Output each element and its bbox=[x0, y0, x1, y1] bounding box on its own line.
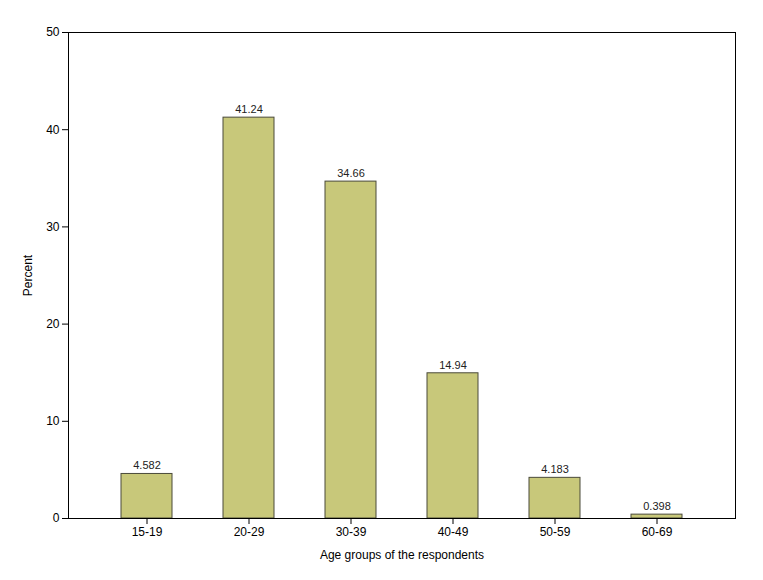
svg-text:14.94: 14.94 bbox=[439, 359, 467, 371]
svg-text:41.24: 41.24 bbox=[235, 103, 263, 115]
svg-text:4.183: 4.183 bbox=[541, 463, 569, 475]
svg-text:34.66: 34.66 bbox=[337, 167, 365, 179]
svg-text:Age groups of the respondents: Age groups of the respondents bbox=[320, 548, 484, 562]
svg-text:50: 50 bbox=[46, 25, 60, 39]
svg-text:20-29: 20-29 bbox=[234, 525, 265, 539]
svg-text:40-49: 40-49 bbox=[438, 525, 469, 539]
svg-text:15-19: 15-19 bbox=[132, 525, 163, 539]
svg-text:30-39: 30-39 bbox=[336, 525, 367, 539]
svg-text:Percent: Percent bbox=[21, 254, 35, 296]
svg-text:30: 30 bbox=[46, 220, 60, 234]
svg-text:4.582: 4.582 bbox=[133, 459, 161, 471]
svg-text:10: 10 bbox=[46, 414, 60, 428]
svg-text:20: 20 bbox=[46, 317, 60, 331]
svg-text:0.398: 0.398 bbox=[643, 500, 671, 512]
svg-text:50-59: 50-59 bbox=[540, 525, 571, 539]
svg-text:60-69: 60-69 bbox=[642, 525, 673, 539]
svg-text:40: 40 bbox=[46, 123, 60, 137]
svg-text:0: 0 bbox=[53, 511, 60, 525]
